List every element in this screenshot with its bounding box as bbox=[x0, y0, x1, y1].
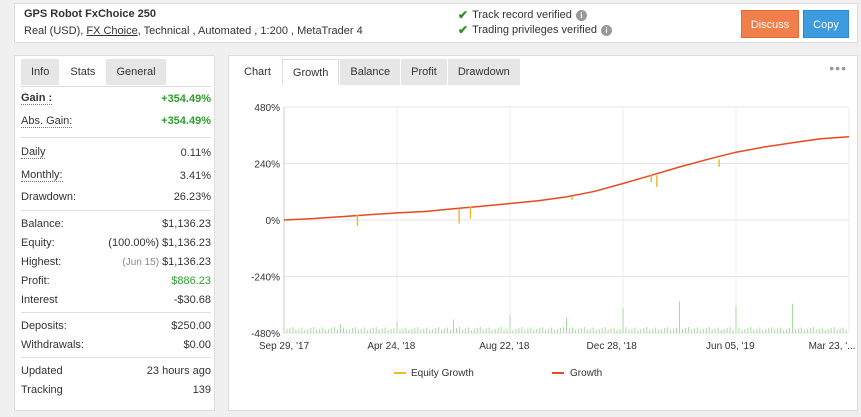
tab-info[interactable]: Info bbox=[21, 59, 60, 85]
y-tick-label: -240% bbox=[251, 273, 280, 284]
info-icon[interactable]: i bbox=[575, 9, 587, 21]
system-subtitle: Real (USD), FX Choice, Technical , Autom… bbox=[24, 25, 363, 37]
x-tick-label: Dec 28, '18 bbox=[587, 341, 638, 352]
tab-stats[interactable]: Stats bbox=[60, 59, 106, 85]
stat-abs-gain: Abs. Gain: +354.49% bbox=[21, 114, 211, 128]
stat-highest: Highest: (Jun 15) $1,136.23 bbox=[21, 255, 211, 268]
y-tick-label: 240% bbox=[254, 160, 280, 171]
legend-growth: Growth bbox=[570, 368, 602, 379]
x-tick-label: Mar 23, '... bbox=[809, 341, 856, 352]
stat-interest: Interest -$30.68 bbox=[21, 293, 211, 306]
stat-equity: Equity: (100.00%) $1,136.23 bbox=[21, 236, 211, 249]
legend-equity-growth: Equity Growth bbox=[411, 368, 474, 379]
x-tick-label: Sep 29, '17 bbox=[259, 341, 310, 352]
info-icon[interactable]: i bbox=[601, 24, 612, 36]
x-tick-label: Apr 24, '18 bbox=[367, 341, 415, 352]
stat-withdrawals: Withdrawals: $0.00 bbox=[21, 338, 211, 351]
discuss-button[interactable]: Discuss bbox=[741, 10, 799, 38]
trading-privileges-verified: ✔ Trading privileges verified i bbox=[458, 23, 612, 37]
check-icon: ✔ bbox=[458, 23, 469, 37]
check-icon: ✔ bbox=[458, 8, 469, 22]
stat-monthly: Monthly: 3.41% bbox=[21, 169, 211, 182]
tab-general[interactable]: General bbox=[106, 59, 166, 85]
stat-profit: Profit: $886.23 bbox=[21, 274, 211, 287]
y-tick-label: 480% bbox=[254, 103, 280, 114]
tab-drawdown[interactable]: Drawdown bbox=[447, 59, 520, 85]
growth-line bbox=[283, 135, 850, 221]
stat-tracking: Tracking 139 bbox=[21, 383, 211, 396]
stat-updated: Updated 23 hours ago bbox=[21, 364, 211, 377]
system-title: GPS Robot FxChoice 250 bbox=[24, 8, 157, 20]
growth-chart: 480% 240% 0% -240% -480%Sep 29, '17 Apr 24, '… bbox=[251, 103, 856, 379]
track-record-verified: ✔ Track record verified i bbox=[458, 8, 587, 22]
stats-panel: Info Stats General Gain : +354.49% Abs. … bbox=[14, 55, 215, 411]
tab-balance[interactable]: Balance bbox=[340, 59, 401, 85]
stats-tabs: Info Stats General bbox=[21, 59, 167, 85]
system-header: GPS Robot FxChoice 250 Real (USD), FX Ch… bbox=[14, 3, 858, 43]
stat-daily: Daily 0.11% bbox=[21, 146, 211, 159]
chart-tabs: Chart Growth Balance Profit Drawdown bbox=[234, 59, 521, 85]
chart-panel: Chart Growth Balance Profit Drawdown •••… bbox=[228, 55, 858, 411]
tab-growth[interactable]: Growth bbox=[281, 59, 340, 85]
y-tick-label: -480% bbox=[251, 329, 280, 340]
stat-balance: Balance: $1,136.23 bbox=[21, 217, 211, 230]
y-tick-label: 0% bbox=[266, 216, 281, 227]
x-tick-label: Aug 22, '18 bbox=[479, 341, 530, 352]
stat-gain: Gain : +354.49% bbox=[21, 92, 211, 105]
stat-drawdown: Drawdown: 26.23% bbox=[21, 191, 211, 203]
stats-list: Gain : +354.49% Abs. Gain: +354.49% Dail… bbox=[21, 86, 211, 402]
broker-link[interactable]: FX Choice bbox=[86, 25, 138, 37]
tab-chart[interactable]: Chart bbox=[234, 59, 281, 85]
more-options-icon[interactable]: ••• bbox=[829, 60, 847, 76]
stat-deposits: Deposits: $250.00 bbox=[21, 319, 211, 332]
tab-profit[interactable]: Profit bbox=[401, 59, 447, 85]
copy-button[interactable]: Copy bbox=[803, 10, 849, 38]
x-tick-label: Jun 05, '19 bbox=[706, 341, 755, 352]
